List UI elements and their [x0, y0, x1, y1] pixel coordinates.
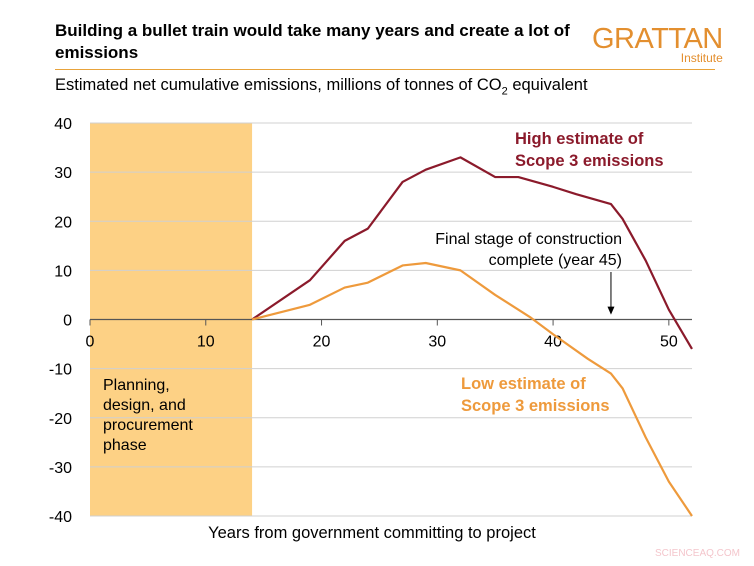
y-tick-label: -40 — [49, 509, 72, 526]
planning-phase-label: Planning, design, and procurement phase — [103, 377, 193, 454]
y-tick-label: 30 — [54, 165, 72, 182]
x-tick-label: 50 — [660, 334, 678, 351]
x-tick-label: 40 — [544, 334, 562, 351]
x-tick-label: 30 — [428, 334, 446, 351]
low-estimate-line — [251, 261, 693, 517]
grattan-logo: GRATTAN Institute — [592, 23, 723, 66]
chart-subtitle: Estimated net cumulative emissions, mill… — [55, 76, 588, 98]
construction-complete-annotation: Final stage of construction complete (yea… — [435, 231, 622, 269]
high-estimate-label: High estimate of Scope 3 emissions — [515, 130, 664, 170]
arrowhead-icon — [607, 306, 615, 315]
y-tick-label: 40 — [54, 116, 72, 133]
y-tick-label: 10 — [54, 263, 72, 280]
y-tick-label: 20 — [54, 214, 72, 231]
high-estimate-line — [251, 156, 693, 350]
title-rule — [55, 69, 715, 70]
logo-name: GRATTAN — [592, 23, 723, 55]
y-tick-label: -30 — [49, 460, 72, 477]
x-tick-label: 20 — [313, 334, 331, 351]
low-estimate-label: Low estimate of Scope 3 emissions — [461, 375, 610, 415]
y-tick-label: -20 — [49, 411, 72, 428]
y-tick-label: 0 — [63, 313, 72, 330]
chart-title: Building a bullet train would take many … — [55, 21, 570, 62]
watermark: SCIENCEAQ.COM — [655, 548, 741, 559]
x-tick-label: 0 — [86, 334, 95, 351]
logo-sub: Institute — [680, 51, 723, 65]
y-tick-label: -10 — [49, 362, 72, 379]
x-tick-label: 10 — [197, 334, 215, 351]
x-axis-label: Years from government committing to proj… — [208, 524, 536, 542]
